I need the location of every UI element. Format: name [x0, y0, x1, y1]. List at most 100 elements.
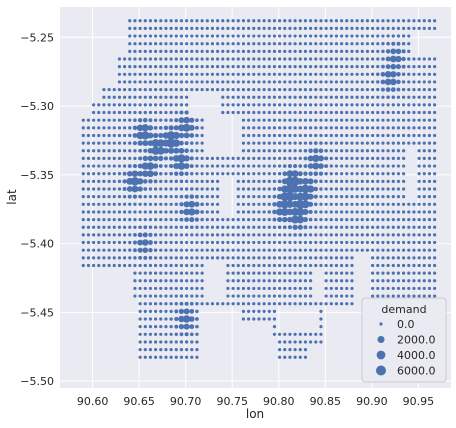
data-point	[169, 309, 173, 314]
data-point	[376, 126, 380, 130]
data-point	[407, 263, 411, 268]
data-point	[293, 248, 297, 252]
data-point	[267, 210, 271, 214]
data-point	[309, 248, 313, 252]
data-point	[376, 80, 380, 84]
data-point	[391, 271, 395, 275]
data-point	[143, 110, 147, 115]
data-point	[247, 187, 251, 191]
data-point	[81, 179, 85, 183]
data-point	[241, 118, 246, 122]
data-point	[205, 217, 209, 222]
data-point	[318, 148, 324, 154]
data-point	[433, 279, 437, 283]
data-point	[396, 279, 401, 283]
data-point	[92, 263, 96, 268]
data-point	[195, 194, 199, 199]
data-point	[396, 225, 401, 229]
data-point	[283, 133, 287, 138]
data-point	[329, 57, 333, 61]
data-point	[190, 26, 194, 30]
data-point	[226, 256, 230, 260]
data-point	[143, 42, 147, 46]
data-point	[267, 179, 271, 183]
data-point	[417, 103, 421, 107]
data-point	[169, 95, 173, 99]
data-point	[355, 49, 359, 53]
data-point	[128, 72, 132, 76]
data-point	[267, 26, 271, 30]
data-point	[329, 49, 333, 53]
data-point	[291, 185, 300, 193]
data-point	[407, 217, 411, 222]
data-point	[164, 95, 168, 99]
data-point	[137, 247, 143, 253]
data-point	[324, 148, 328, 153]
data-point	[402, 26, 406, 30]
data-point	[355, 202, 359, 206]
data-point	[314, 72, 318, 76]
data-point	[417, 187, 421, 191]
data-point	[355, 110, 359, 115]
data-point	[340, 286, 344, 291]
data-point	[154, 263, 158, 268]
data-point	[277, 217, 283, 223]
data-point	[334, 195, 339, 199]
data-point	[350, 286, 354, 291]
data-point	[200, 286, 204, 291]
data-point	[168, 125, 174, 131]
data-point	[267, 263, 271, 268]
data-point	[412, 72, 416, 76]
data-point	[298, 348, 302, 352]
data-point	[169, 332, 173, 336]
data-point	[156, 139, 165, 147]
data-point	[262, 210, 266, 214]
data-point	[143, 317, 147, 321]
data-point	[195, 19, 199, 23]
data-point	[334, 240, 339, 245]
data-point	[334, 233, 339, 237]
data-point	[241, 87, 246, 92]
data-point	[422, 248, 426, 252]
data-point	[148, 286, 153, 291]
data-point	[417, 286, 421, 291]
data-point	[247, 95, 251, 99]
data-point	[141, 124, 149, 132]
data-point	[365, 217, 370, 222]
data-point	[350, 95, 354, 99]
data-point	[267, 317, 271, 321]
data-point	[427, 263, 432, 268]
data-point	[133, 217, 137, 222]
data-point	[412, 19, 416, 23]
data-point	[185, 72, 189, 76]
data-point	[179, 87, 184, 92]
data-point	[138, 26, 142, 30]
data-point	[324, 49, 328, 53]
data-point	[381, 49, 385, 54]
data-point	[407, 42, 411, 46]
data-point	[112, 156, 116, 161]
data-point	[107, 187, 111, 191]
data-point	[236, 279, 240, 283]
data-point	[107, 103, 111, 107]
data-point	[179, 80, 184, 84]
data-point	[288, 302, 292, 306]
data-point	[107, 156, 111, 161]
data-point	[340, 271, 344, 275]
data-point	[231, 72, 235, 76]
data-point	[360, 210, 364, 214]
data-point	[92, 141, 96, 145]
data-point	[97, 172, 101, 176]
data-point	[272, 172, 277, 176]
data-point	[391, 179, 395, 183]
data-point	[329, 95, 333, 99]
data-point	[391, 156, 395, 161]
data-point	[195, 125, 199, 130]
data-point	[178, 147, 185, 154]
data-point	[324, 217, 328, 222]
data-point	[272, 87, 277, 92]
data-point	[288, 240, 292, 245]
data-point	[386, 225, 390, 229]
data-point	[122, 187, 127, 191]
data-point	[164, 309, 168, 313]
